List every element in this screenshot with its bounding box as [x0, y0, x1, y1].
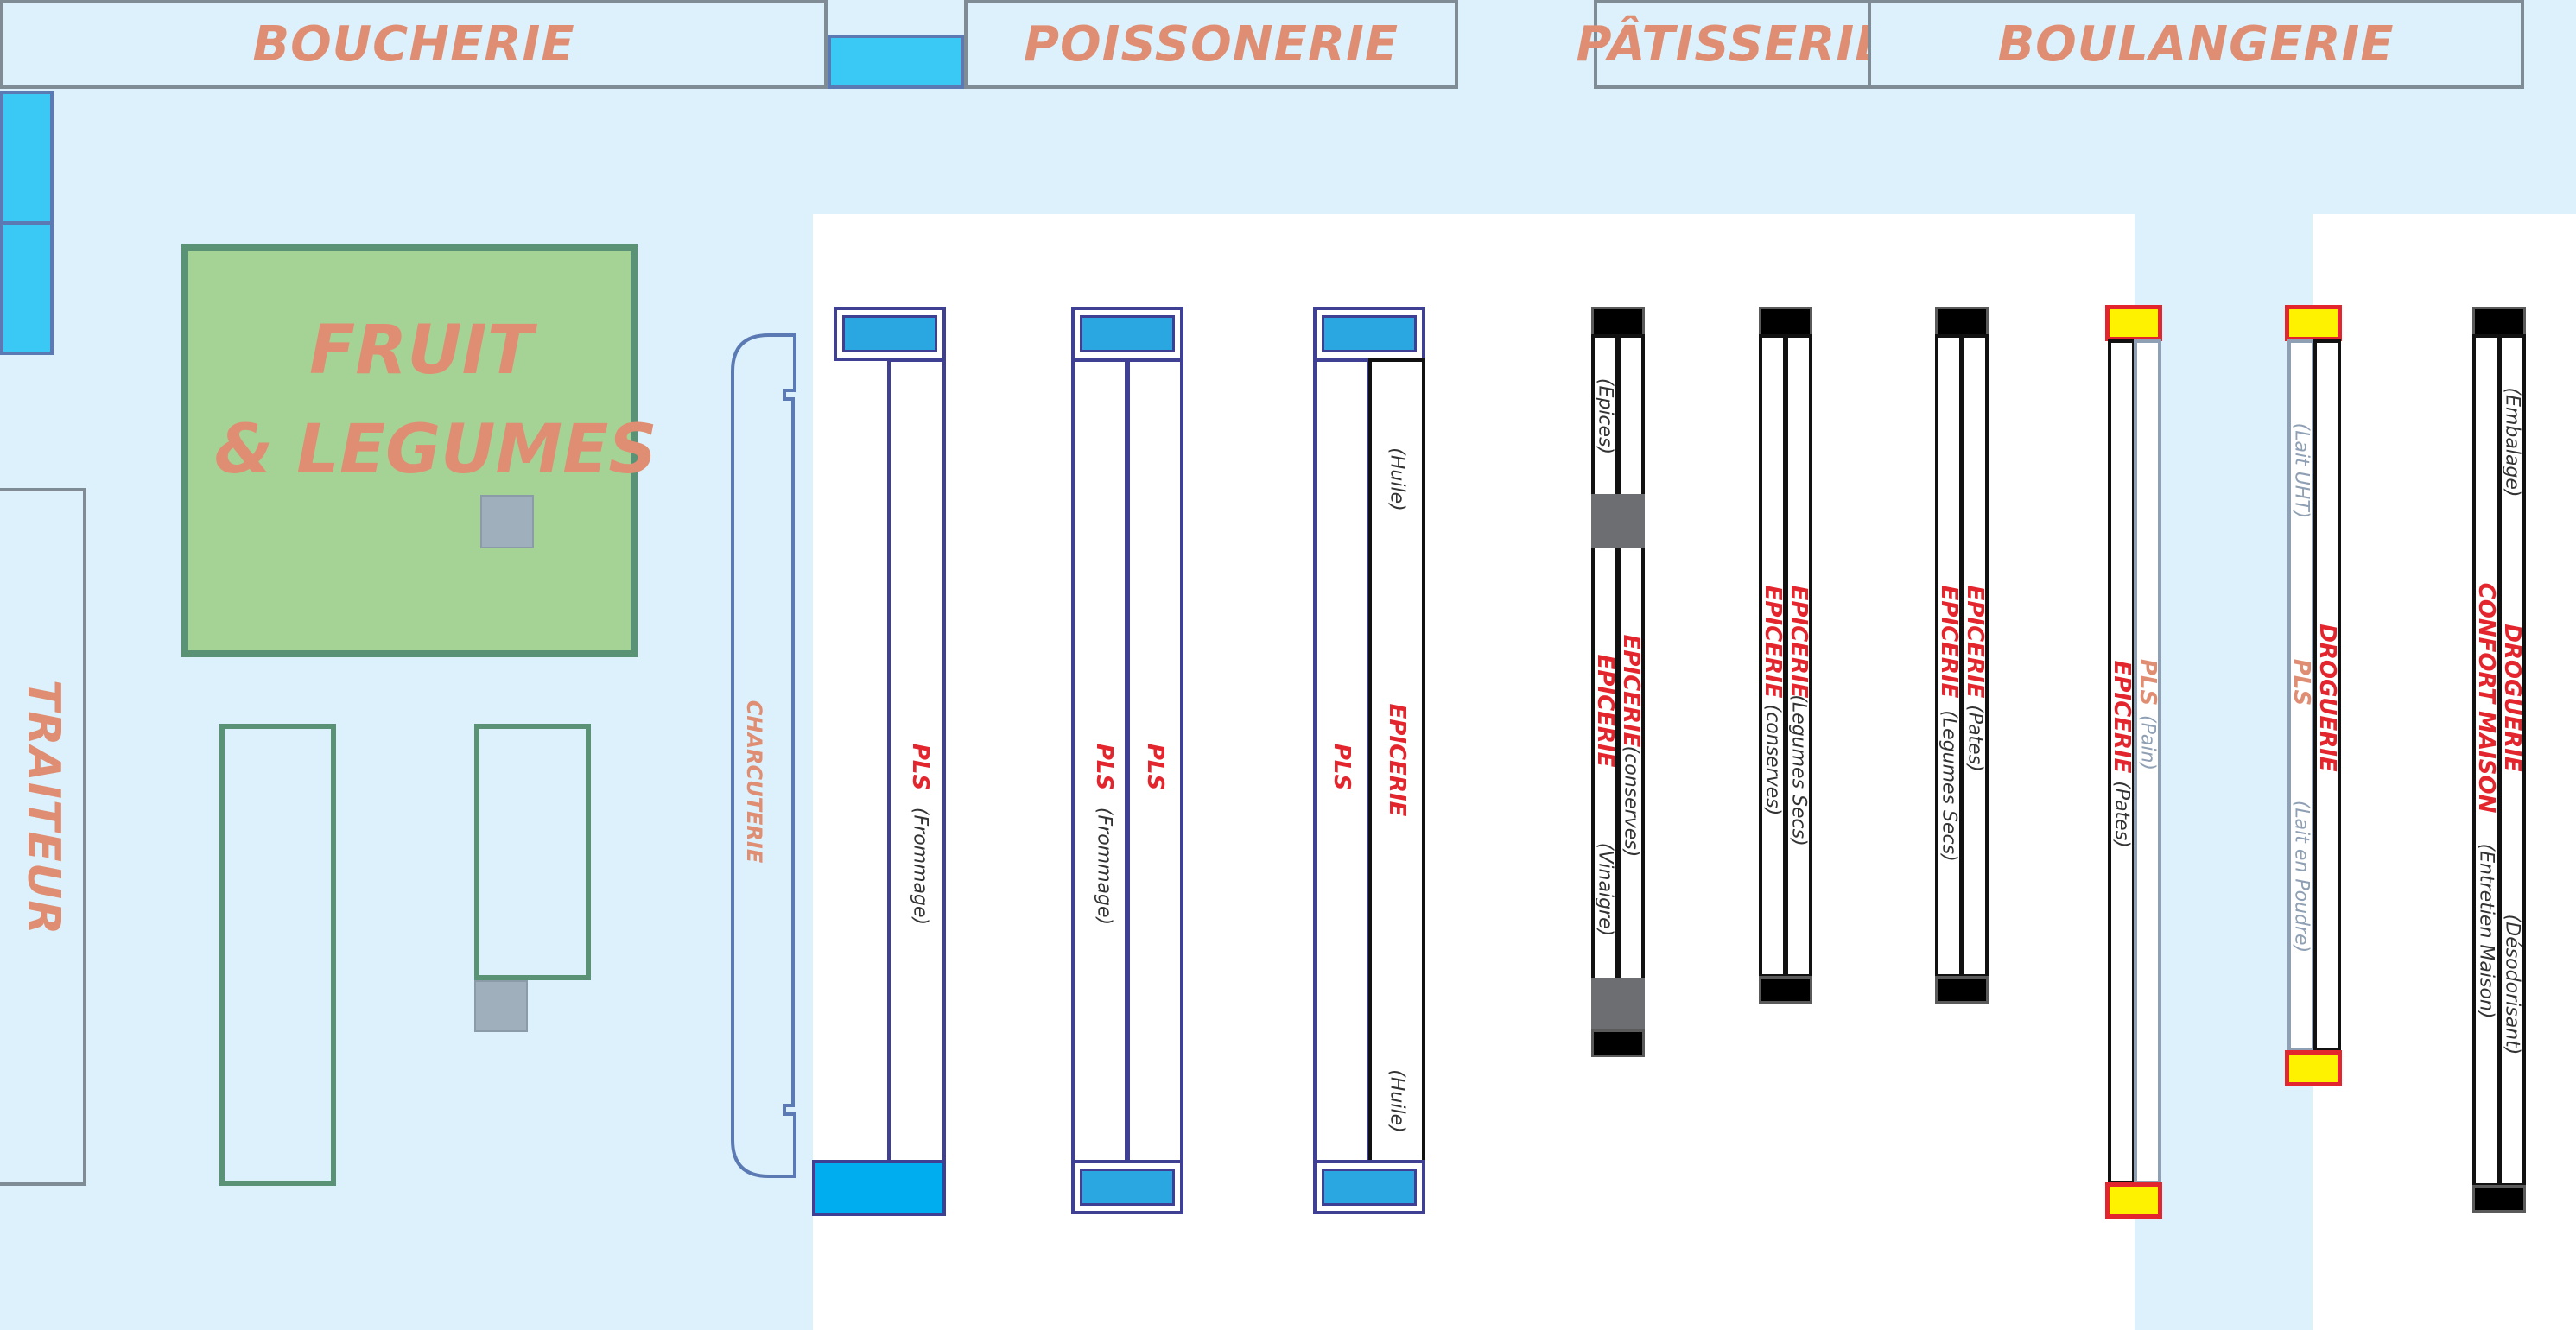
- aisle4-main2-label: EPICERIE: [1592, 654, 1618, 768]
- aisle4-shelf-right: [1617, 334, 1645, 1032]
- wall-fridge-2: [0, 221, 54, 355]
- aisle3-left-main-label: PLS: [1329, 743, 1355, 791]
- patisserie-label: PÂTISSERIE: [1576, 16, 1889, 73]
- aisle4-block-top: [1591, 494, 1645, 548]
- aisle3-endcap-top: [1313, 307, 1425, 361]
- fruits-legumes-area: FRUIT & LEGUMES: [181, 244, 657, 657]
- display-stand: [480, 495, 534, 548]
- aisle3-endcap-bottom: [1313, 1160, 1425, 1214]
- aisle4-sub2-label: (Vinaigre): [1594, 842, 1616, 937]
- aisle3-sub-bottom-label: (Huile): [1386, 1069, 1408, 1133]
- aisle4-main1-label: EPICERIE: [1618, 634, 1644, 748]
- aisle7-main1-label: PLS: [2135, 658, 2160, 706]
- aisle8-shelf-right: [2313, 339, 2341, 1052]
- aisle4-block-bottom: [1591, 978, 1645, 1031]
- boucherie-counter: BOUCHERIE: [0, 0, 828, 89]
- aisle5-endcap-bottom: [1759, 976, 1812, 1004]
- display-stand-2: [474, 980, 528, 1032]
- charcuterie-label: CHARCUTERIE: [742, 700, 766, 864]
- aisle6-sub2-label: (Legumes Secs): [1938, 710, 1960, 862]
- aisle9-main1-label: DROGUERIE: [2499, 624, 2525, 772]
- aisle4-endcap-top: [1591, 307, 1645, 337]
- boulangerie-label: BOULANGERIE: [1997, 16, 2395, 73]
- produce-table-2: [474, 724, 591, 980]
- aisle7-main2-label: EPICERIE: [2109, 660, 2135, 774]
- aisle3-sub-top-label: (Huile): [1386, 447, 1408, 511]
- aisle6-main1-label: EPICERIE: [1962, 585, 1988, 699]
- aisle6-endcap-top: [1935, 307, 1989, 337]
- aisle5-shelf-right: [1785, 334, 1812, 978]
- aisle8-sub-top-label: (Lait UHT): [2290, 422, 2313, 519]
- aisle9-sub1-label: (Désodorisant): [2501, 914, 2523, 1055]
- produce-table-1: [219, 724, 336, 1186]
- aisle7-endcap-bottom: [2105, 1182, 2162, 1219]
- fruits-legumes-label-line2: & LEGUMES: [214, 411, 657, 489]
- aisle5-main1-label: EPICERIE: [1786, 585, 1811, 699]
- aisle8-sub-bottom-label: (Lait en Poudre): [2290, 800, 2313, 953]
- charcuterie-counter: [731, 333, 796, 1178]
- aisle5-main2-label: EPICERIE: [1760, 585, 1786, 699]
- poissonerie-counter: POISSONERIE: [964, 0, 1458, 89]
- aisle6-sub1-label: (Pates): [1964, 705, 1986, 772]
- aisle9-shelf-right: [2498, 334, 2526, 1187]
- aisle8-endcap-bottom: [2285, 1050, 2342, 1086]
- patisserie-counter: PÂTISSERIE: [1576, 0, 1888, 89]
- fridge-top: [828, 35, 964, 89]
- aisle9-endcap-top: [2472, 307, 2526, 337]
- aisle3-shelf-right: [1368, 358, 1425, 1163]
- aisle9-sub-top-label: (Embalage): [2501, 387, 2523, 497]
- aisle1-shelf: [887, 358, 946, 1163]
- aisle-floor-left: [813, 214, 2135, 1330]
- aisle1-endcap-bottom: [812, 1160, 946, 1216]
- aisle8-endcap-top: [2285, 305, 2342, 341]
- aisle8-main-left-label: PLS: [2288, 658, 2314, 706]
- fruits-legumes-label-line1: FRUIT: [309, 312, 533, 390]
- aisle5-endcap-top: [1759, 307, 1812, 337]
- aisle2-left-main-label: PLS: [1091, 743, 1117, 791]
- aisle8-main-right-label: DROGUERIE: [2314, 624, 2340, 772]
- aisle9-endcap-bottom: [2472, 1185, 2526, 1213]
- aisle6-endcap-bottom: [1935, 976, 1989, 1004]
- aisle4-sub-top-label: (Epices): [1594, 377, 1616, 455]
- aisle6-main2-label: EPICERIE: [1936, 585, 1962, 699]
- aisle7-sub1-label: (Pain): [2136, 715, 2159, 770]
- aisle-floor-right: [2313, 214, 2576, 1330]
- wall-fridge-1: [0, 91, 54, 225]
- aisle9-sub2-label: (Entretien Maison): [2475, 843, 2497, 1019]
- aisle1-sub-label: (Frommage): [909, 807, 931, 926]
- aisle9-main2-label: CONFORT MAISON: [2473, 582, 2499, 814]
- poissonerie-label: POISSONERIE: [1023, 16, 1399, 73]
- aisle1-endcap-top: [834, 307, 946, 361]
- aisle2-left-sub-label: (Frommage): [1093, 807, 1115, 926]
- aisle5-sub1-label: (Legumes Secs): [1787, 694, 1810, 846]
- traiteur-counter: [0, 488, 86, 1186]
- aisle5-sub2-label: (conserves): [1761, 704, 1784, 816]
- aisle6-shelf-right: [1961, 334, 1989, 978]
- aisle7-shelf-right: [2134, 339, 2161, 1184]
- aisle3-right-main-label: EPICERIE: [1384, 703, 1410, 817]
- boulangerie-counter: BOULANGERIE: [1868, 0, 2524, 89]
- aisle2-endcap-top: [1071, 307, 1183, 361]
- aisle1-main-label: PLS: [907, 743, 933, 791]
- aisle7-endcap-top: [2105, 305, 2162, 341]
- aisle4-endcap-bottom: [1591, 1029, 1645, 1057]
- aisle7-sub2-label: (Pates): [2110, 781, 2133, 848]
- traiteur-label: TRAITEUR: [17, 679, 69, 936]
- aisle2-right-main-label: PLS: [1142, 743, 1168, 791]
- aisle4-sub1-label: (conserves): [1620, 745, 1642, 858]
- aisle2-endcap-bottom: [1071, 1160, 1183, 1214]
- boucherie-label: BOUCHERIE: [252, 16, 575, 73]
